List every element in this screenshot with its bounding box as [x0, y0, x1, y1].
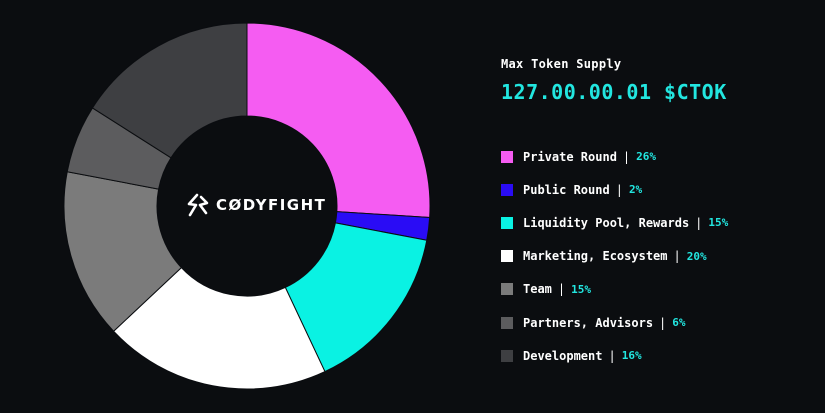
slice-liquidity-pool-rewards — [284, 222, 428, 373]
legend-item-public-round: Public Round | 2% — [501, 173, 728, 206]
legend-swatch — [501, 349, 513, 362]
legend-swatch — [501, 250, 513, 263]
legend-swatch — [501, 216, 513, 229]
legend-value: 2% — [628, 183, 643, 197]
legend-item-team: Team | 15% — [501, 273, 728, 306]
legend-separator: | — [659, 315, 667, 330]
legend-separator: | — [615, 182, 623, 197]
brand-logo: CØDYFIGHT — [186, 193, 326, 217]
brand-name: CØDYFIGHT — [216, 196, 327, 214]
legend-swatch — [501, 183, 513, 196]
legend-label: Liquidity Pool, Rewards — [523, 215, 690, 230]
legend-separator: | — [608, 348, 616, 363]
legend-swatch — [501, 283, 513, 296]
legend-value: 26% — [636, 150, 657, 164]
slice-marketing-ecosystem — [112, 266, 326, 390]
legend-label: Development — [523, 348, 603, 363]
slice-team — [63, 171, 183, 332]
slice-development — [91, 22, 248, 159]
legend-separator: | — [673, 249, 681, 264]
legend-label: Public Round — [523, 182, 610, 197]
legend-label: Private Round — [523, 149, 617, 164]
supply-label: Max Token Supply — [501, 57, 622, 71]
legend-label: Team — [523, 282, 552, 297]
legend-label: Partners, Advisors — [523, 315, 654, 330]
legend-item-partners-advisors: Partners, Advisors | 6% — [501, 306, 728, 339]
legend-separator: | — [695, 215, 703, 230]
legend-value: 6% — [672, 316, 686, 330]
legend-item-development: Development | 16% — [501, 339, 728, 372]
chart-legend: Private Round | 26% Public Round | 2% Liquidit… — [501, 140, 728, 372]
legend-item-marketing-ecosystem: Marketing, Ecosystem | 20% — [501, 240, 728, 273]
legend-separator: | — [557, 282, 566, 297]
legend-swatch — [501, 316, 513, 329]
supply-value: 127.00.00.01 $CTOK — [501, 80, 727, 104]
legend-value: 15% — [571, 282, 592, 296]
legend-value: 20% — [686, 249, 707, 263]
legend-item-liquidity-pool-rewards: Liquidity Pool, Rewards | 15% — [501, 206, 728, 239]
legend-value: 16% — [621, 349, 642, 363]
slice-private-round — [246, 22, 431, 219]
legend-item-private-round: Private Round | 26% — [501, 140, 728, 173]
legend-swatch — [501, 150, 513, 163]
legend-label: Marketing, Ecosystem — [523, 249, 668, 264]
legend-separator: | — [622, 149, 631, 164]
legend-value: 15% — [708, 216, 729, 230]
codyfight-logo-icon — [187, 193, 209, 217]
